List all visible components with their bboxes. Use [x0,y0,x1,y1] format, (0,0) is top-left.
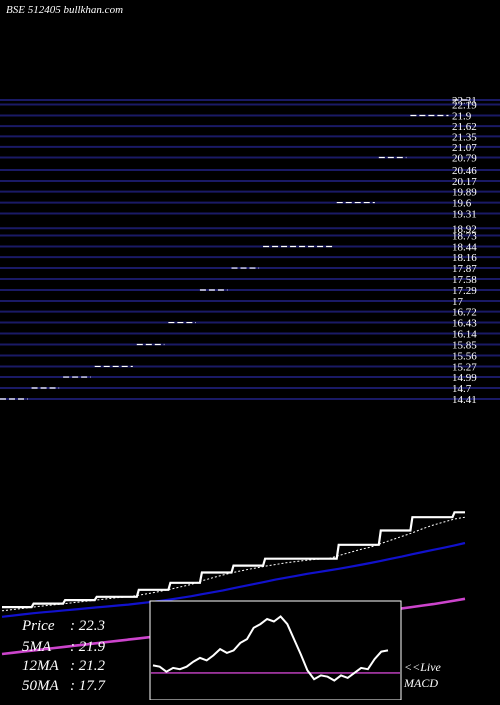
price-levels: 22.3122.1921.921.6221.3521.0720.7920.462… [0,95,500,406]
price-level-label: 20.17 [452,176,477,188]
price-level-label: 18.16 [452,252,477,264]
legend-price-label: Price [22,618,55,634]
price-level-label: 19.89 [452,187,477,199]
price-level-label: 17.29 [452,285,477,297]
watermark: BSE 512405 bullkhan.com [6,4,124,16]
price-level-label: 18.92 [452,223,477,235]
price-level-label: 15.85 [452,339,477,351]
price-level-label: 17.87 [452,263,477,275]
price-level-label: 20.79 [452,153,477,165]
legend-price-value: : 22.3 [70,618,105,634]
macd-panel [149,600,402,701]
legend-5ma-label: 5MA [22,639,52,655]
legend-5ma: 5MA : 21.9 [22,637,105,658]
macd-series [151,615,400,682]
price-level-label: 16.14 [452,329,477,341]
price-level-label: 14.41 [452,394,477,406]
macd-line [152,615,389,682]
price-level-label: 21.9 [452,111,472,123]
ma12-line [1,541,466,618]
legend-50ma-label: 50MA [22,678,59,694]
legend-12ma: 12MA : 21.2 [22,656,105,677]
price-level-label: 17.58 [452,274,477,286]
price-level-label: 14.7 [452,383,472,395]
price-level-label: 21.07 [452,142,477,154]
price-level-label: 19.31 [452,209,477,221]
legend-5ma-value: : 21.9 [70,639,105,655]
legend-price: Price : 22.3 [22,616,105,637]
price-level-label: 19.6 [452,198,472,210]
price-level-label: 16.43 [452,318,477,330]
legend-50ma-value: : 17.7 [70,678,105,694]
price-level-label: 22.19 [452,100,477,112]
price-level-label: 21.62 [452,121,477,133]
legend-12ma-value: : 21.2 [70,658,105,674]
price-level-label: 18.73 [452,230,477,242]
ma5-line [1,516,466,612]
price-level-label: 17 [452,296,464,308]
price-level-label: 18.44 [452,241,477,253]
price-level-label: 15.56 [452,350,477,362]
macd-caption-live: <<Live [404,660,441,674]
price-level-label: 16.72 [452,307,477,319]
price-steps [0,99,470,400]
legend-50ma: 50MA : 17.7 [22,676,105,697]
macd-caption-title: MACD [404,676,438,690]
price-level-label: 21.35 [452,131,477,143]
price-level-label: 20.46 [452,165,477,177]
price-level-label: 15.27 [452,361,477,373]
legend-12ma-label: 12MA [22,658,59,674]
price-level-label: 14.99 [452,372,477,384]
price-line [2,511,465,609]
